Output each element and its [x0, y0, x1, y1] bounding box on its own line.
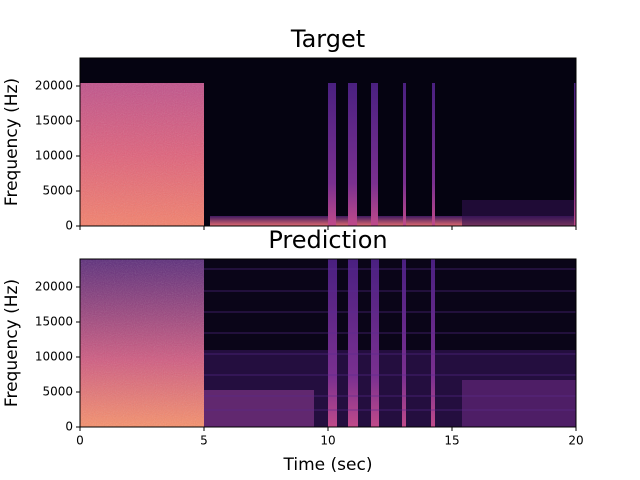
x-tick-label: 15	[444, 434, 459, 448]
y-axis-label: Frequency (Hz)	[2, 78, 22, 206]
y-tick-label: 15000	[35, 114, 73, 128]
spectrogram-prediction	[80, 259, 576, 427]
chart-title: Target	[290, 25, 365, 53]
y-tick-label: 0	[65, 420, 73, 434]
y-tick-label: 20000	[35, 280, 73, 294]
chart-title: Prediction	[268, 226, 387, 254]
y-tick-label: 20000	[35, 79, 73, 93]
y-axis-label: Frequency (Hz)	[2, 279, 22, 407]
y-tick-label: 15000	[35, 315, 73, 329]
x-tick-label: 5	[200, 434, 208, 448]
spectrogram-target	[80, 58, 576, 226]
x-axis-label: Time (sec)	[283, 455, 373, 475]
y-tick-label: 5000	[42, 184, 73, 198]
y-tick-label: 10000	[35, 149, 73, 163]
x-tick-label: 20	[568, 434, 583, 448]
y-tick-label: 10000	[35, 350, 73, 364]
y-tick-label: 0	[65, 219, 73, 233]
x-tick-label: 0	[76, 434, 84, 448]
x-tick-label: 10	[320, 434, 335, 448]
y-tick-label: 5000	[42, 385, 73, 399]
